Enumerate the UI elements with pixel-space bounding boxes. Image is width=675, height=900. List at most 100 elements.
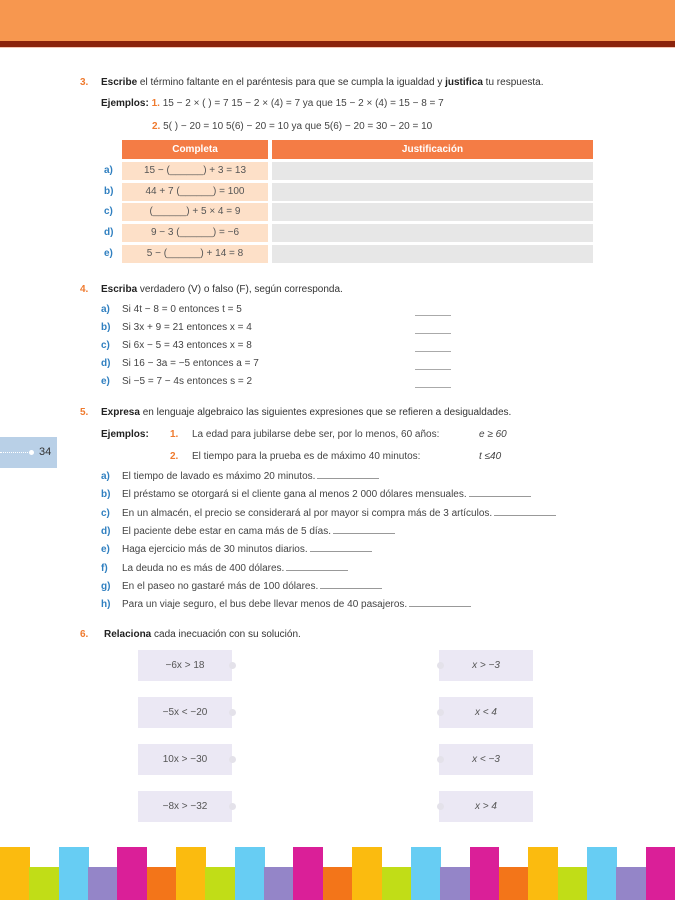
item-letter: b) bbox=[101, 322, 111, 333]
complete-cell[interactable]: 15 − (______) + 3 = 13 bbox=[122, 162, 268, 180]
q3-instruction: Escribe el término faltante en el parént… bbox=[101, 77, 544, 88]
connector-dot[interactable] bbox=[437, 662, 444, 669]
header-band bbox=[0, 0, 675, 41]
answer-blank[interactable] bbox=[286, 569, 349, 571]
q6-bold: Relaciona bbox=[104, 629, 152, 640]
inequation-box: −8x > −32 bbox=[138, 791, 232, 822]
q5-text: en lenguaje algebraico las siguientes ex… bbox=[139, 407, 512, 418]
complete-cell[interactable]: 5 − (______) + 14 = 8 bbox=[122, 244, 268, 263]
example-answer: t ≤40 bbox=[479, 451, 502, 462]
q3-number: 3. bbox=[80, 77, 88, 88]
answer-blank[interactable] bbox=[309, 551, 372, 553]
footer-bar bbox=[381, 867, 412, 900]
item-letter: e) bbox=[101, 376, 110, 387]
connector-dot[interactable] bbox=[229, 709, 236, 716]
answer-blank[interactable] bbox=[317, 478, 380, 479]
q4-num: 4. bbox=[80, 284, 89, 295]
footer-bar bbox=[498, 867, 529, 900]
page-tab-dot bbox=[29, 450, 34, 455]
header-divider-light bbox=[0, 47, 675, 48]
answer-blank[interactable] bbox=[468, 496, 531, 498]
q4-text: verdadero (V) o falso (F), según corresp… bbox=[137, 284, 343, 295]
solution-box: x > 4 bbox=[439, 791, 533, 822]
answer-blank[interactable] bbox=[415, 315, 451, 316]
connector-dot[interactable] bbox=[229, 803, 236, 810]
q6-num: 6. bbox=[80, 629, 89, 640]
justification-cell[interactable] bbox=[272, 224, 593, 243]
footer-bar bbox=[557, 867, 588, 900]
footer-bar bbox=[234, 847, 265, 900]
item-text: El tiempo de lavado es máximo 20 minutos… bbox=[122, 471, 380, 482]
connector-dot[interactable] bbox=[437, 709, 444, 716]
q3-num: 3. bbox=[80, 77, 89, 88]
complete-cell[interactable]: 44 + 7 (______) = 100 bbox=[122, 182, 268, 201]
q4-instruction: Escriba verdadero (V) o falso (F), según… bbox=[101, 284, 343, 295]
example-num: 2. bbox=[170, 451, 179, 462]
q3-bold1: Escribe bbox=[101, 77, 138, 88]
table-header-justificacion: Justificación bbox=[272, 140, 593, 159]
row-letter: e) bbox=[104, 247, 113, 259]
q5-bold: Expresa bbox=[101, 407, 140, 418]
justification-cell[interactable] bbox=[272, 162, 593, 180]
complete-cell[interactable]: 9 − 3 (______) = −6 bbox=[122, 224, 268, 243]
q5-examples-label: Ejemplos: bbox=[101, 429, 149, 440]
row-letter: a) bbox=[104, 165, 113, 176]
item-text-content: En un almacén, el precio se considerará … bbox=[122, 507, 493, 519]
footer-bar bbox=[205, 867, 236, 900]
footer-bar bbox=[645, 847, 675, 900]
solution-box: x < 4 bbox=[439, 697, 533, 728]
page-number: 34 bbox=[39, 446, 52, 458]
footer-bar bbox=[0, 847, 30, 900]
footer-bar bbox=[58, 847, 89, 900]
item-text-content: Haga ejercicio más de 30 minutos diarios… bbox=[122, 544, 308, 556]
footer-bar bbox=[293, 847, 324, 900]
example-text: El tiempo para la prueba es de máximo 40… bbox=[192, 451, 421, 462]
answer-blank[interactable] bbox=[494, 514, 557, 516]
answer-blank[interactable] bbox=[415, 369, 451, 370]
footer-bar bbox=[410, 847, 441, 900]
answer-blank[interactable] bbox=[415, 333, 451, 334]
item-text: En un almacén, el precio se considerará … bbox=[122, 507, 557, 519]
q5-instruction: Expresa en lenguaje algebraico las sigui… bbox=[101, 407, 511, 418]
examples-label: Ejemplos: bbox=[101, 429, 149, 440]
item-text: Si 16 − 3a = −5 entonces a = 7 bbox=[122, 358, 259, 369]
item-text: Si 4t − 8 = 0 entonces t = 5 bbox=[122, 304, 242, 315]
examples-label: Ejemplos: bbox=[101, 98, 149, 109]
connector-dot[interactable] bbox=[229, 756, 236, 763]
item-text: Si 3x + 9 = 21 entonces x = 4 bbox=[122, 322, 252, 333]
item-letter: c) bbox=[101, 507, 110, 519]
item-letter: d) bbox=[101, 525, 111, 537]
q3-text1: el término faltante en el paréntesis par… bbox=[137, 77, 446, 88]
footer-bar bbox=[586, 847, 617, 900]
justification-cell[interactable] bbox=[272, 182, 593, 201]
answer-blank[interactable] bbox=[415, 351, 451, 352]
item-text: Para un viaje seguro, el bus debe llevar… bbox=[122, 599, 472, 611]
answer-blank[interactable] bbox=[415, 387, 451, 388]
justification-cell[interactable] bbox=[272, 244, 593, 263]
footer-bar bbox=[528, 847, 559, 900]
footer-bar bbox=[146, 867, 177, 900]
justification-cell[interactable] bbox=[272, 203, 593, 222]
answer-blank[interactable] bbox=[333, 532, 396, 534]
item-text-content: El tiempo de lavado es máximo 20 minutos… bbox=[122, 471, 316, 482]
item-letter: c) bbox=[101, 340, 110, 351]
example-num: 1. bbox=[151, 98, 160, 109]
footer-bar bbox=[322, 867, 353, 900]
q3-bold2: justifica bbox=[445, 77, 483, 88]
complete-cell[interactable]: (______) + 5 × 4 = 9 bbox=[122, 203, 268, 222]
answer-blank[interactable] bbox=[409, 606, 472, 608]
item-text: Si −5 = 7 − 4s entonces s = 2 bbox=[122, 376, 253, 387]
example-text: La edad para jubilarse debe ser, por lo … bbox=[192, 429, 440, 440]
solution-box: x > −3 bbox=[439, 650, 533, 681]
item-text-content: Para un viaje seguro, el bus debe llevar… bbox=[122, 599, 408, 611]
table-header-completa: Completa bbox=[122, 140, 268, 159]
item-text: La deuda no es más de 400 dólares. bbox=[122, 563, 349, 574]
answer-blank[interactable] bbox=[320, 587, 383, 589]
connector-dot[interactable] bbox=[229, 662, 236, 669]
connector-dot[interactable] bbox=[437, 756, 444, 763]
item-letter: e) bbox=[101, 544, 110, 556]
example-text: 15 − 2 × ( ) = 7 15 − 2 × (4) = 7 ya que… bbox=[162, 98, 444, 109]
footer-bar bbox=[469, 847, 500, 900]
connector-dot[interactable] bbox=[437, 803, 444, 810]
q5-number: 5. bbox=[80, 407, 88, 418]
